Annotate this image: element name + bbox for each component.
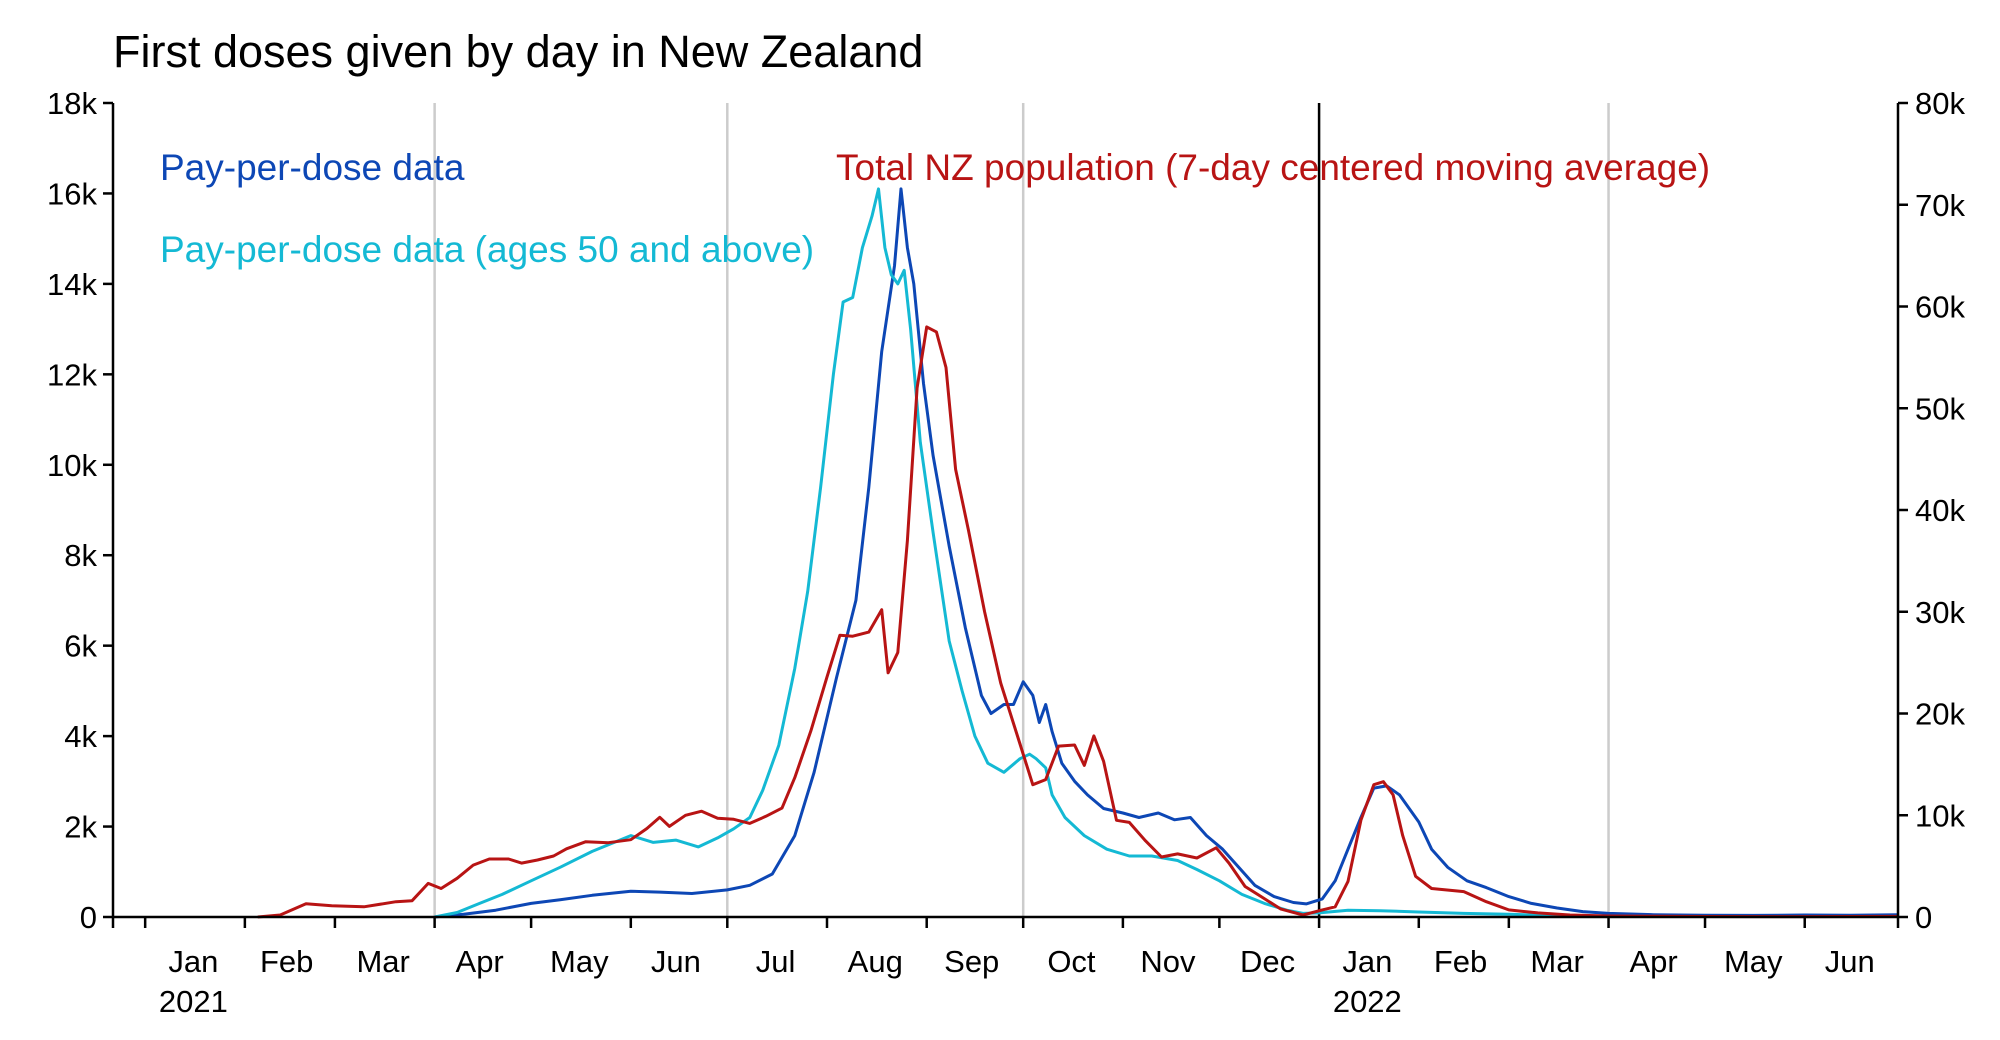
right-tick-label: 60k <box>1915 290 1965 325</box>
month-label: Nov <box>1140 944 1196 979</box>
month-label: Aug <box>848 944 903 979</box>
left-tick-label: 16k <box>47 176 97 211</box>
month-label: Oct <box>1047 944 1096 979</box>
data-series <box>257 187 1899 919</box>
right-tick-label: 20k <box>1915 697 1965 732</box>
month-label: Dec <box>1240 944 1295 979</box>
month-label: Apr <box>456 944 504 979</box>
chart-title: First doses given by day in New Zealand <box>113 26 923 77</box>
month-label: May <box>550 944 609 979</box>
left-tick-label: 0 <box>80 900 97 935</box>
right-tick-label: 0 <box>1915 900 1932 935</box>
month-label: Jul <box>756 944 796 979</box>
month-label: Apr <box>1629 944 1677 979</box>
left-tick-label: 18k <box>47 86 97 121</box>
month-label: Feb <box>1434 944 1487 979</box>
month-label: Jan <box>1342 944 1392 979</box>
month-label: Jan <box>168 944 218 979</box>
right-tick-label: 70k <box>1915 188 1965 223</box>
left-tick-label: 12k <box>47 357 97 392</box>
left-tick-label: 4k <box>64 719 97 754</box>
series-total-nz-population <box>257 325 1899 919</box>
series-pay-per-dose-50plus <box>434 187 1670 919</box>
right-tick-label: 50k <box>1915 391 1965 426</box>
month-label: May <box>1724 944 1783 979</box>
left-tick-label: 2k <box>64 810 97 845</box>
axes <box>111 103 1900 919</box>
left-tick-label: 14k <box>47 267 97 302</box>
legend-pay-per-dose: Pay-per-dose data <box>160 147 465 188</box>
series-pay-per-dose <box>434 187 1899 919</box>
month-label: Feb <box>260 944 313 979</box>
tick-labels: 0 2k 4k 6k 8k 10k 12k 14k 16k 18k 0 10k 20k 30k 40k 50k… <box>47 86 1965 1019</box>
right-tick-label: 10k <box>1915 798 1965 833</box>
month-label: Mar <box>356 944 409 979</box>
month-label: Sep <box>944 944 999 979</box>
left-tick-label: 6k <box>64 629 97 664</box>
month-label: Jun <box>1825 944 1875 979</box>
right-tick-label: 40k <box>1915 493 1965 528</box>
year-label: 2021 <box>159 984 228 1019</box>
left-tick-label: 10k <box>47 448 97 483</box>
legend-pay-per-dose-50plus: Pay-per-dose data (ages 50 and above) <box>160 229 814 270</box>
month-label: Mar <box>1530 944 1583 979</box>
year-label: 2022 <box>1333 984 1402 1019</box>
month-label: Jun <box>651 944 701 979</box>
right-tick-label: 30k <box>1915 595 1965 630</box>
legend-total-nz-population: Total NZ population (7-day centered movi… <box>836 147 1710 188</box>
gridlines <box>433 103 1610 917</box>
right-tick-label: 80k <box>1915 86 1965 121</box>
left-tick-label: 8k <box>64 538 97 573</box>
